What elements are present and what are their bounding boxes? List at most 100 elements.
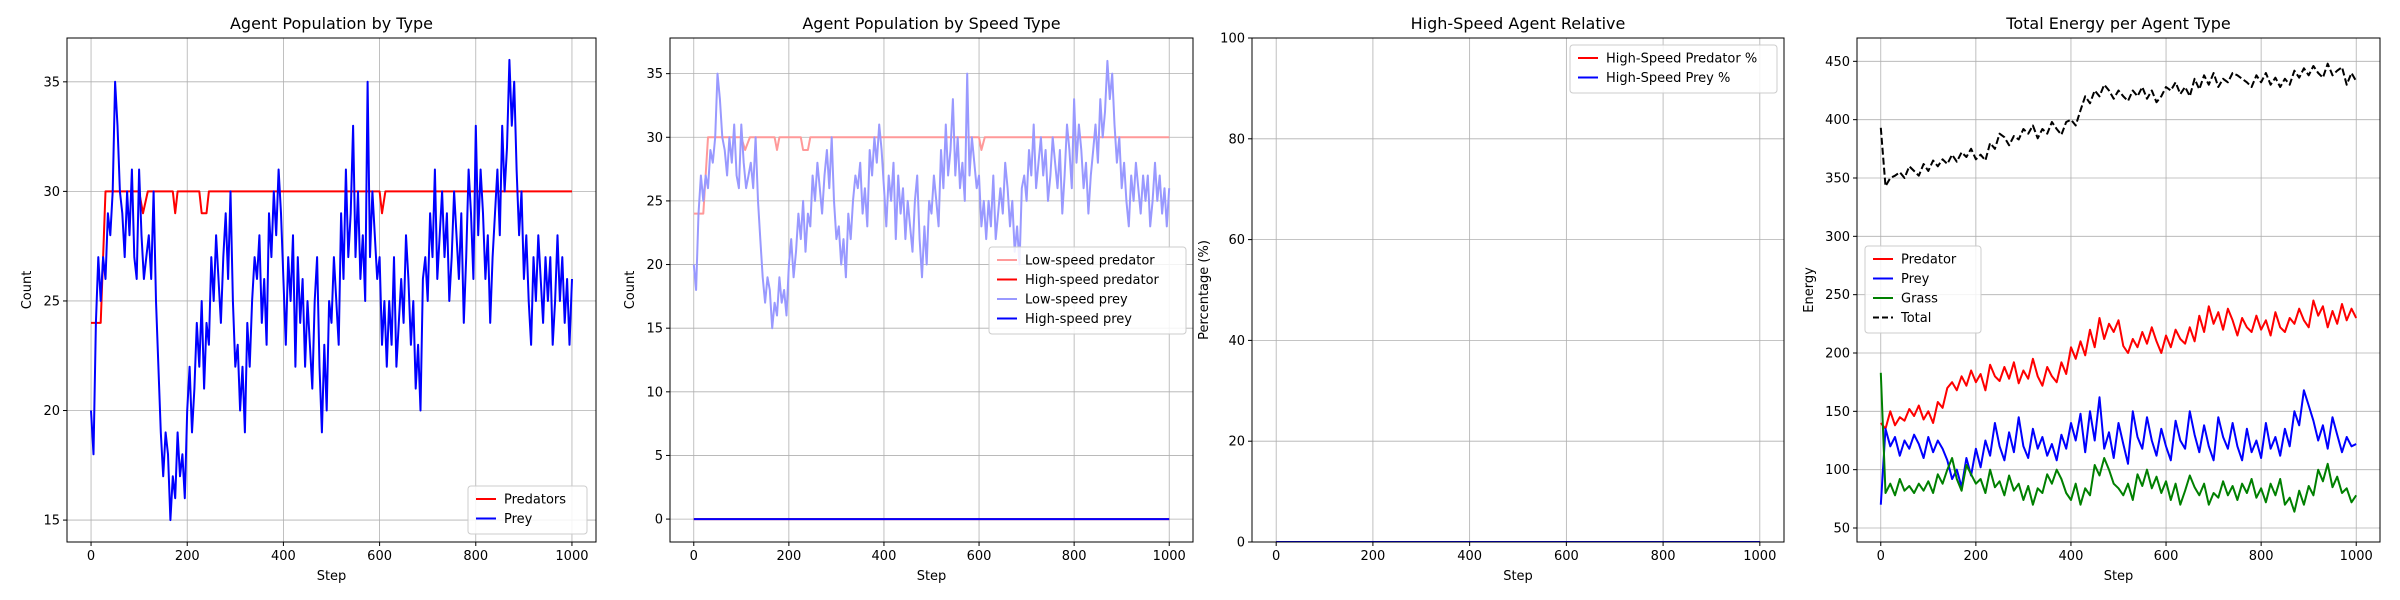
chart-3: 0 200 400 600 800 1000 0 20 40 60 80 100 High-Speed … <box>1197 14 1785 584</box>
x-tick-label: 0 <box>1877 549 1885 564</box>
legend-label: Prey <box>504 512 533 527</box>
x-tick-label: 1000 <box>555 549 588 564</box>
y-tick-label: 100 <box>1825 463 1850 478</box>
series-line-grass <box>1879 372 2358 513</box>
x-tick-label: 0 <box>690 549 698 564</box>
legend-label: High-Speed Predator % <box>1606 52 1757 67</box>
x-tick-label: 1000 <box>1153 549 1186 564</box>
legend-box <box>988 246 1187 335</box>
y-tick-label: 20 <box>646 258 663 273</box>
legend-label: Predator <box>1901 253 1957 268</box>
x-tick-label: 200 <box>1360 549 1385 564</box>
series-line-predators <box>91 190 572 324</box>
chart-2: 0 200 400 600 800 1000 0 5 10 15 20 25 30 35 Agent Pop… <box>623 14 1194 584</box>
series-line-low-speed-predator <box>693 136 1170 215</box>
y-tick-label: 35 <box>43 75 60 90</box>
y-tick-label: 35 <box>646 67 663 82</box>
y-tick-label: 100 <box>1220 32 1245 47</box>
legend-label: Prey <box>1901 272 1930 287</box>
x-tick-label: 200 <box>175 549 200 564</box>
series-line-low-speed-prey <box>692 59 1171 330</box>
x-tick-label: 400 <box>2059 549 2084 564</box>
y-tick-label: 350 <box>1825 172 1850 187</box>
chart-title: Agent Population by Speed Type <box>802 14 1060 33</box>
legend-label: High-speed prey <box>1025 312 1132 327</box>
x-tick-label: 600 <box>967 549 992 564</box>
legend-label: Predators <box>504 493 566 508</box>
y-tick-label: 400 <box>1825 113 1850 128</box>
series-line-prey <box>90 58 573 522</box>
y-tick-label: 5 <box>655 449 663 464</box>
series-line-total <box>1879 62 2358 188</box>
legend: Predators Prey <box>467 485 588 535</box>
x-tick-label: 600 <box>1554 549 1579 564</box>
legend: High-Speed Predator % High-Speed Prey % <box>1569 44 1778 94</box>
y-tick-label: 250 <box>1825 288 1850 303</box>
legend-box <box>1864 245 1982 334</box>
y-tick-label: 40 <box>1228 334 1245 349</box>
x-tick-label: 800 <box>2249 549 2274 564</box>
y-tick-label: 80 <box>1228 132 1245 147</box>
x-tick-label: 0 <box>87 549 95 564</box>
legend: Predator Prey Grass Total <box>1864 245 1982 334</box>
y-tick-label: 0 <box>655 513 663 528</box>
axes-frame <box>669 37 1194 543</box>
y-tick-label: 10 <box>646 385 663 400</box>
axes-frame <box>66 37 597 543</box>
x-tick-label: 0 <box>1272 549 1280 564</box>
x-tick-label: 1000 <box>2340 549 2373 564</box>
x-tick-label: 800 <box>463 549 488 564</box>
legend-label: Grass <box>1901 292 1938 307</box>
y-tick-label: 20 <box>1228 435 1245 450</box>
y-tick-label: 15 <box>43 514 60 529</box>
y-tick-label: 20 <box>43 404 60 419</box>
y-tick-label: 60 <box>1228 233 1245 248</box>
legend-box <box>1569 44 1778 94</box>
y-tick-label: 30 <box>646 131 663 146</box>
x-axis-label: Step <box>2104 569 2134 584</box>
series-group <box>90 58 573 522</box>
series-group <box>1879 62 2358 513</box>
legend-label: High-Speed Prey % <box>1606 71 1730 86</box>
x-tick-label: 400 <box>1457 549 1482 564</box>
x-tick-label: 600 <box>367 549 392 564</box>
x-tick-label: 400 <box>872 549 897 564</box>
x-tick-label: 600 <box>2154 549 2179 564</box>
chart-4: 0 200 400 600 800 1000 50 100 150 200 250 300 350 400… <box>1802 14 2381 584</box>
chart-1: 0 200 400 600 800 1000 15 20 25 30 35 Agent Populat… <box>20 14 597 584</box>
series-group <box>692 59 1171 521</box>
x-tick-label: 800 <box>1651 549 1676 564</box>
y-tick-label: 450 <box>1825 55 1850 70</box>
chart-title: Total Energy per Agent Type <box>2005 14 2230 33</box>
legend: Low-speed predator High-speed predator Low… <box>988 246 1187 335</box>
y-tick-label: 0 <box>1237 536 1245 551</box>
series-line-predator <box>1880 299 2358 430</box>
legend-label: Total <box>1900 311 1931 326</box>
x-tick-label: 400 <box>271 549 296 564</box>
y-tick-label: 25 <box>43 294 60 309</box>
legend-label: High-speed predator <box>1025 273 1160 288</box>
chart-title: Agent Population by Type <box>230 14 433 33</box>
y-tick-label: 30 <box>43 185 60 200</box>
y-tick-label: 150 <box>1825 405 1850 420</box>
x-tick-label: 1000 <box>1743 549 1776 564</box>
x-tick-label: 200 <box>1963 549 1988 564</box>
legend-box <box>467 485 588 535</box>
x-axis-label: Step <box>1503 569 1533 584</box>
series-line-prey <box>1879 389 2357 505</box>
x-axis-label: Step <box>317 569 347 584</box>
y-tick-label: 25 <box>646 194 663 209</box>
x-tick-label: 200 <box>776 549 801 564</box>
y-axis-label: Percentage (%) <box>1197 240 1212 340</box>
y-axis-label: Count <box>623 271 638 310</box>
legend-label: Low-speed predator <box>1025 254 1155 269</box>
legend-label: Low-speed prey <box>1025 293 1128 308</box>
x-axis-label: Step <box>917 569 947 584</box>
chart-title: High-Speed Agent Relative <box>1411 14 1626 33</box>
y-tick-label: 300 <box>1825 230 1850 245</box>
y-tick-label: 50 <box>1833 522 1850 537</box>
x-tick-label: 800 <box>1062 549 1087 564</box>
y-axis-label: Count <box>20 271 35 310</box>
axes-frame <box>1856 37 2381 543</box>
